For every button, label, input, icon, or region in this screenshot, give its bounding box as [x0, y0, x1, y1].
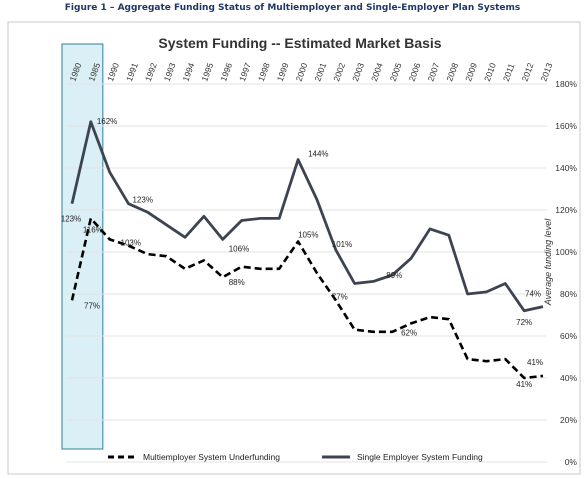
data-label: 72% [516, 318, 532, 327]
figure-caption: Figure 1 – Aggregate Funding Status of M… [64, 3, 521, 13]
data-label: 74% [525, 290, 541, 299]
data-label: 89% [386, 271, 402, 280]
y-tick-label: 80% [560, 289, 577, 299]
gridlines [66, 83, 547, 463]
data-labels: 162%123%116%77%123%103%106%88%144%105%10… [61, 117, 543, 389]
data-label: 105% [298, 231, 318, 240]
y-tick-label: 0% [565, 457, 578, 467]
data-label: 77% [332, 292, 348, 301]
data-label: 123% [133, 196, 153, 205]
data-label: 116% [83, 225, 103, 234]
data-label: 77% [84, 301, 100, 310]
y-tick-label: 100% [555, 247, 577, 257]
highlight-band [61, 43, 104, 450]
data-label: 123% [61, 215, 81, 224]
data-label: 101% [332, 240, 352, 249]
data-label: 162% [97, 117, 117, 126]
y-tick-label: 120% [555, 205, 577, 215]
y-axis-label: Average funding level [543, 218, 553, 306]
legend: Multiemployer System Underfunding Single… [108, 452, 483, 462]
series-lines [70, 120, 544, 380]
y-tick-label: 20% [560, 415, 577, 425]
data-label: 41% [527, 358, 543, 367]
data-label: 103% [121, 239, 141, 248]
y-axis-ticks: 0% 20% 40% 60% 80% 100% 120% 140% 160% 180% [555, 79, 577, 467]
series-line-1 [70, 120, 544, 313]
legend-label-single-employer: Single Employer System Funding [357, 452, 483, 462]
data-label: 41% [516, 380, 532, 389]
y-tick-label: 140% [555, 163, 577, 173]
y-tick-label: 180% [555, 79, 577, 89]
y-tick-label: 40% [560, 373, 577, 383]
y-tick-label: 60% [560, 331, 577, 341]
chart-title: System Funding -- Estimated Market Basis [158, 35, 441, 51]
data-label: 62% [401, 328, 417, 337]
data-label: 88% [229, 278, 245, 287]
data-label: 106% [229, 244, 249, 253]
legend-label-multiemployer: Multiemployer System Underfunding [143, 452, 280, 462]
data-label: 144% [308, 150, 328, 159]
series-line-0 [70, 217, 544, 380]
y-tick-label: 160% [555, 121, 577, 131]
